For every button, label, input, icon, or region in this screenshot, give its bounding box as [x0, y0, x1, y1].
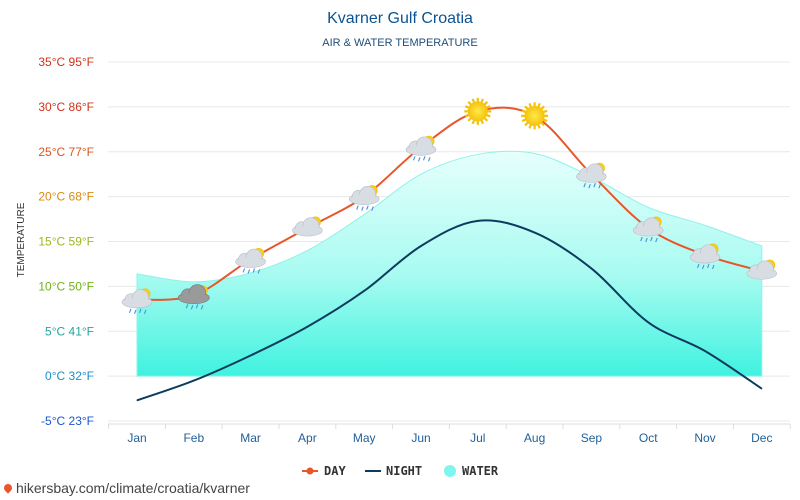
temperature-chart: Kvarner Gulf Croatia AIR & WATER TEMPERA… — [16, 10, 791, 478]
legend-day-marker — [306, 467, 314, 475]
y-tick-label: 10°C 50°F — [38, 279, 94, 293]
partly-cloudy-rain-icon — [348, 185, 380, 211]
partly-cloudy-icon — [292, 216, 323, 237]
night-point — [306, 326, 308, 328]
water-series-area — [136, 150, 763, 377]
location-pin-icon — [2, 482, 14, 494]
y-tick-label: 25°C 77°F — [38, 145, 94, 159]
partly-cloudy-rain-icon — [576, 162, 607, 189]
night-point — [704, 350, 706, 352]
y-tick-label: 5°C 41°F — [45, 324, 94, 338]
night-point — [363, 290, 365, 292]
night-point — [761, 388, 763, 390]
weather-icons — [121, 97, 778, 315]
sun-icon — [464, 97, 492, 125]
x-tick-label: Mar — [240, 431, 261, 445]
sun-icon — [521, 102, 549, 130]
y-tick-label: -5°C 23°F — [41, 414, 94, 428]
legend-water-label: WATER — [462, 464, 499, 478]
legend-water[interactable]: WATER — [444, 464, 499, 478]
partly-cloudy-rain-icon — [689, 243, 721, 270]
night-point — [477, 220, 479, 222]
partly-cloudy-rain-icon — [121, 288, 153, 315]
x-tick-label: Jul — [470, 431, 485, 445]
x-tick-label: Jan — [127, 431, 146, 445]
night-point — [534, 232, 536, 234]
y-tick-label: 15°C 59°F — [38, 235, 94, 249]
x-tick-label: Jun — [411, 431, 430, 445]
legend-night-label: NIGHT — [386, 464, 422, 478]
x-tick-label: Apr — [298, 431, 317, 445]
chart-subtitle: AIR & WATER TEMPERATURE — [322, 37, 477, 49]
night-point — [250, 354, 252, 356]
night-point — [590, 267, 592, 269]
night-point — [193, 380, 195, 382]
x-tick-label: Sep — [581, 431, 603, 445]
x-tick-label: Dec — [751, 431, 772, 445]
x-tick-label: May — [353, 431, 376, 445]
partly-cloudy-icon — [746, 259, 778, 280]
footer-link[interactable]: hikersbay.com/climate/croatia/kvarner — [2, 480, 250, 496]
x-tick-label: Aug — [524, 431, 545, 445]
y-tick-label: 30°C 86°F — [38, 100, 94, 114]
y-tick-label: 0°C 32°F — [45, 369, 94, 383]
partly-cloudy-rain-icon — [235, 247, 266, 274]
partly-cloudy-rain-icon — [632, 216, 664, 243]
x-tick-label: Nov — [694, 431, 715, 445]
footer-url: hikersbay.com/climate/croatia/kvarner — [16, 480, 250, 496]
y-tick-labels: 35°C 95°F 30°C 86°F 25°C 77°F 20°C 68°F 15°C… — [38, 55, 94, 428]
x-tick-label: Oct — [639, 431, 658, 445]
x-tick-label: Feb — [183, 431, 204, 445]
y-tick-label: 35°C 95°F — [38, 55, 94, 69]
legend-water-marker — [444, 465, 456, 477]
chart-title: Kvarner Gulf Croatia — [327, 10, 473, 27]
y-axis-label: TEMPERATURE — [16, 202, 27, 277]
night-point — [647, 321, 649, 323]
x-tick-labels: Jan Feb Mar Apr May Jun Jul Aug Sep Oct Nov Dec — [108, 424, 791, 445]
legend: DAY NIGHT WATER — [302, 464, 499, 478]
legend-day[interactable]: DAY — [302, 464, 346, 478]
legend-night[interactable]: NIGHT — [365, 464, 422, 478]
y-tick-label: 20°C 68°F — [38, 190, 94, 204]
night-point — [420, 245, 422, 247]
legend-day-label: DAY — [324, 464, 346, 478]
water-area — [136, 150, 763, 377]
night-point — [136, 399, 138, 401]
rain-cloud-icon — [177, 284, 210, 310]
partly-cloudy-rain-icon — [405, 135, 437, 162]
